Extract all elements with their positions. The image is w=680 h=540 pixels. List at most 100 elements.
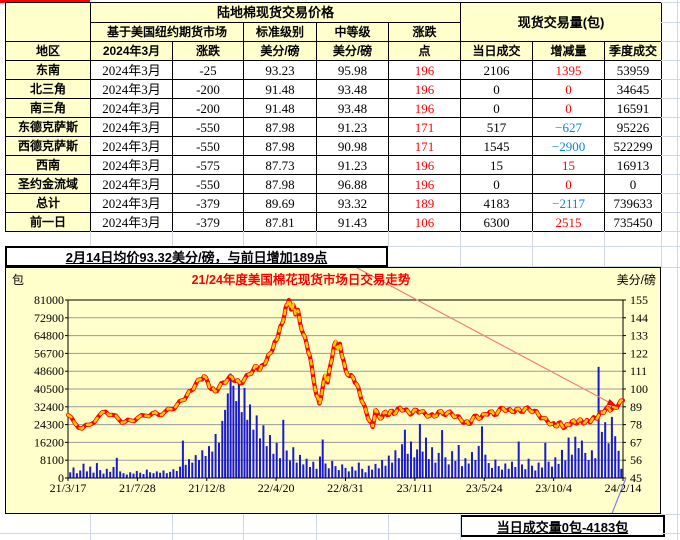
cell-daily[interactable]: 1545 [460, 136, 534, 156]
cell-pts-header[interactable]: 点 [387, 41, 462, 61]
cell-std-grade[interactable]: 标准级别 [243, 22, 317, 42]
cell-month[interactable]: 2024年3月 [90, 174, 173, 194]
cell-seasonal[interactable]: 739633 [604, 193, 663, 213]
cell-delta[interactable]: −2900 [532, 136, 606, 156]
cell-delta-header[interactable]: 增减量 [532, 41, 606, 61]
cell-mid-grade[interactable]: 中等级 [316, 22, 389, 42]
cell-seasonal[interactable]: 16913 [604, 155, 663, 175]
cell-region[interactable]: 总计 [5, 193, 91, 213]
cell-pts[interactable]: 189 [387, 193, 462, 213]
cell-daily[interactable]: 0 [460, 98, 534, 118]
cell-month-header[interactable]: 2024年3月 [90, 41, 173, 61]
cell-change[interactable]: -379 [172, 193, 244, 213]
cotton-trend-chart[interactable]: 21/24年度美国棉花现货市场日交易走势包美分/磅 81000 72900 64800… [5, 261, 661, 517]
cell-pts[interactable]: 196 [387, 60, 462, 80]
cell-seasonal[interactable]: 735450 [604, 212, 663, 232]
cell-mid[interactable]: 91.23 [316, 155, 389, 175]
cell-mid[interactable]: 93.48 [316, 98, 389, 118]
cell-month[interactable]: 2024年3月 [90, 193, 173, 213]
cell-std[interactable]: 91.48 [243, 98, 317, 118]
cell-change[interactable]: -200 [172, 79, 244, 99]
cell-pts[interactable]: 171 [387, 117, 462, 137]
cell-daily[interactable]: 2106 [460, 60, 534, 80]
cell-month[interactable]: 2024年3月 [90, 79, 173, 99]
cell-change[interactable]: -575 [172, 155, 244, 175]
cell-unit2[interactable]: 美分/磅 [316, 41, 389, 61]
cell-std[interactable]: 93.23 [243, 60, 317, 80]
cell-region[interactable]: 南三角 [5, 98, 91, 118]
cell-region-header[interactable]: 地区 [5, 41, 91, 61]
cell-change[interactable]: -25 [172, 60, 244, 80]
cell-month[interactable]: 2024年3月 [90, 155, 173, 175]
cell-region[interactable]: 东德克萨斯 [5, 117, 91, 137]
cell-change-sub[interactable]: 涨跌 [172, 41, 244, 61]
cell-change[interactable]: -550 [172, 136, 244, 156]
avg-price-note-box[interactable]: 2月14日均价93.32美分/磅，与前日增加189点 [5, 246, 388, 267]
cell-seasonal[interactable]: 95226 [604, 117, 663, 137]
cell-daily[interactable]: 4183 [460, 193, 534, 213]
cell-delta[interactable]: 0 [532, 98, 606, 118]
cell-delta[interactable]: 0 [532, 79, 606, 99]
cell-mid[interactable]: 96.88 [316, 174, 389, 194]
cell-change[interactable]: -379 [172, 212, 244, 232]
cell-month[interactable]: 2024年3月 [90, 98, 173, 118]
cell-delta[interactable]: −627 [532, 117, 606, 137]
cell-std[interactable]: 87.98 [243, 174, 317, 194]
cell-mid[interactable]: 91.23 [316, 117, 389, 137]
cell-delta[interactable]: 2515 [532, 212, 606, 232]
cell-region[interactable]: 西南 [5, 155, 91, 175]
cell-daily-header[interactable]: 当日成交 [460, 41, 534, 61]
cell-seasonal[interactable]: 522299 [604, 136, 663, 156]
cell-mid[interactable]: 95.98 [316, 60, 389, 80]
cell-pts[interactable]: 106 [387, 212, 462, 232]
cell-region[interactable]: 西德克萨斯 [5, 136, 91, 156]
cell-month[interactable]: 2024年3月 [90, 136, 173, 156]
cell-mid[interactable]: 93.48 [316, 79, 389, 99]
daily-volume-note-box[interactable]: 当日成交量0包-4183包 [460, 515, 665, 537]
cell-std[interactable]: 87.98 [243, 136, 317, 156]
cell-seasonal[interactable]: 0 [604, 174, 663, 194]
cell-daily[interactable]: 15 [460, 155, 534, 175]
cell-change-header[interactable]: 涨跌 [387, 22, 462, 42]
cell-std[interactable]: 87.73 [243, 155, 317, 175]
cell-delta[interactable]: 1395 [532, 60, 606, 80]
cell-delta[interactable]: 15 [532, 155, 606, 175]
cell-region[interactable]: 东南 [5, 60, 91, 80]
cell-change[interactable]: -200 [172, 98, 244, 118]
cell-region[interactable]: 前一日 [5, 212, 91, 232]
cell-month[interactable]: 2024年3月 [90, 212, 173, 232]
cell-seasonal[interactable]: 53959 [604, 60, 663, 80]
cell-pts[interactable]: 196 [387, 79, 462, 99]
cell-seasonal[interactable]: 34645 [604, 79, 663, 99]
cell-std[interactable]: 87.81 [243, 212, 317, 232]
cell-daily[interactable]: 0 [460, 174, 534, 194]
cell-volume-title[interactable]: 现货交易量(包) [460, 2, 663, 42]
cell-daily[interactable]: 0 [460, 79, 534, 99]
cell-change[interactable]: -550 [172, 174, 244, 194]
cell-mid[interactable]: 93.32 [316, 193, 389, 213]
cell-std[interactable]: 89.69 [243, 193, 317, 213]
cell-mid[interactable]: 90.98 [316, 136, 389, 156]
cell-std[interactable]: 91.48 [243, 79, 317, 99]
cell-unit1[interactable]: 美分/磅 [243, 41, 317, 61]
cell-month[interactable]: 2024年3月 [90, 117, 173, 137]
cell-futures-header[interactable]: 基于美国纽约期货市场 [90, 22, 244, 42]
cell-seasonal[interactable]: 16591 [604, 98, 663, 118]
cell-change[interactable]: -550 [172, 117, 244, 137]
cell-daily[interactable]: 517 [460, 117, 534, 137]
cell-region[interactable]: 北三角 [5, 79, 91, 99]
cell-region[interactable]: 圣约金流域 [5, 174, 91, 194]
cell-main-title[interactable]: 陆地棉现货交易价格 [89, 2, 462, 23]
cell-pts[interactable]: 196 [387, 98, 462, 118]
cell-delta[interactable]: −2117 [532, 193, 606, 213]
cell-month[interactable]: 2024年3月 [90, 60, 173, 80]
cell-blank-corner[interactable] [5, 2, 91, 42]
cell-pts[interactable]: 171 [387, 136, 462, 156]
cell-std[interactable]: 87.98 [243, 117, 317, 137]
cell-daily[interactable]: 6300 [460, 212, 534, 232]
cell-pts[interactable]: 196 [387, 155, 462, 175]
cell-seasonal-header[interactable]: 季度成交 [604, 41, 663, 61]
cell-delta[interactable]: 0 [532, 174, 606, 194]
cell-pts[interactable]: 196 [387, 174, 462, 194]
cell-mid[interactable]: 91.43 [316, 212, 389, 232]
